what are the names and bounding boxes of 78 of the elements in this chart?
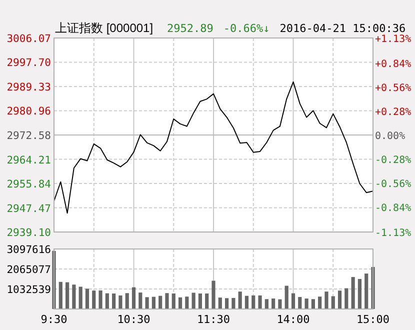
chart-title: 上证指数 [000001]	[55, 21, 154, 35]
y-tick-label: 2972.58	[6, 130, 51, 142]
x-tick-label: 10:30	[117, 313, 150, 326]
bar	[105, 293, 109, 309]
x-tick-label: 11:30	[196, 313, 230, 326]
text: 2952.89	[167, 22, 214, 35]
bar	[112, 294, 116, 309]
y2-tick-label: +0.84%	[375, 58, 412, 70]
bar	[85, 288, 90, 309]
bar	[278, 299, 282, 309]
bar	[344, 288, 348, 309]
y2-tick-label: +0.56%	[375, 82, 412, 94]
bar	[291, 293, 296, 309]
y2-tick-label: -0.84%	[375, 203, 412, 214]
text: 2016-04-21 15:00:36	[280, 22, 406, 35]
bar	[78, 286, 82, 309]
y-tick-label: 3097616	[6, 244, 51, 256]
bar	[338, 290, 342, 309]
bar	[145, 297, 149, 309]
y-tick-label: 2939.10	[6, 227, 51, 239]
bar	[92, 290, 96, 309]
bar	[224, 298, 229, 309]
bar	[72, 284, 76, 309]
x-tick-label: 14:00	[276, 313, 310, 326]
bar	[364, 274, 368, 309]
y2-tick-label: +1.13%	[375, 34, 412, 45]
y-tick-label: 2989.33	[6, 81, 51, 94]
bar	[331, 296, 335, 309]
line-series	[54, 81, 374, 214]
bar	[284, 286, 288, 309]
bar	[351, 277, 355, 309]
y-tick-label: 2955.84	[6, 178, 51, 191]
bar	[58, 282, 62, 309]
y2-tick-label: -1.13%	[375, 228, 412, 239]
bar	[125, 293, 129, 309]
y-tick-label: 2980.96	[6, 106, 51, 118]
x-tick-label: 9:30	[40, 313, 68, 326]
bar	[318, 296, 322, 309]
bar	[298, 296, 302, 309]
bar	[98, 290, 102, 309]
bar	[158, 296, 162, 309]
bar	[238, 292, 242, 309]
bar	[244, 296, 249, 309]
y2-tick-label: -0.28%	[375, 155, 412, 166]
y-tick-label: 3006.07	[6, 33, 51, 45]
y2-tick-label: 0.00%	[375, 131, 406, 142]
bar	[232, 298, 236, 309]
text: -0.66%↓	[223, 22, 270, 35]
y-tick-label: 2065077	[6, 264, 51, 276]
x-tick-label: 15:00	[356, 313, 390, 326]
bar	[152, 296, 156, 309]
y-tick-label: 2947.47	[6, 202, 51, 215]
y-tick-label: 2964.21	[6, 154, 51, 166]
bar	[212, 280, 216, 309]
y2-tick-label: +0.28%	[375, 106, 412, 118]
bar	[192, 292, 196, 309]
bar	[65, 282, 70, 309]
bar	[165, 293, 169, 309]
bar	[138, 292, 142, 309]
y2-tick-label: -0.56%	[375, 179, 412, 190]
bar	[304, 298, 308, 309]
bar	[264, 299, 268, 309]
bar	[198, 294, 202, 309]
bar	[172, 294, 176, 309]
y-tick-label: 2997.70	[6, 57, 51, 70]
bar	[358, 278, 362, 309]
bar	[185, 296, 189, 309]
bar	[258, 295, 262, 309]
bar	[324, 292, 328, 309]
bar	[218, 298, 222, 309]
bar	[311, 299, 315, 309]
y-tick-label: 1032539	[6, 284, 51, 296]
bar	[132, 287, 136, 309]
bar	[252, 295, 256, 309]
bar	[178, 297, 182, 309]
bar	[205, 294, 209, 309]
bar	[272, 298, 276, 309]
bar	[118, 295, 122, 309]
